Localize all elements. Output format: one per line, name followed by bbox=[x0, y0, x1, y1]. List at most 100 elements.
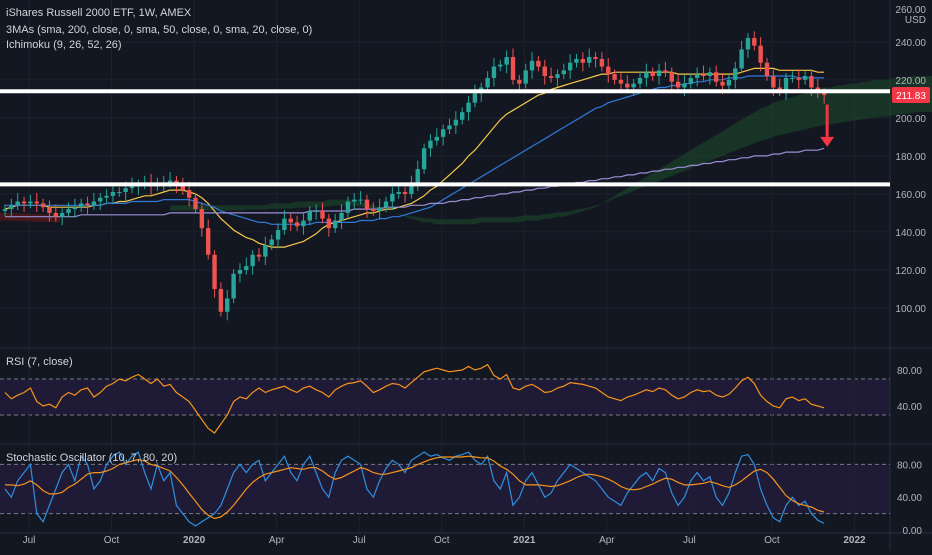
candle-body[interactable] bbox=[688, 77, 693, 84]
candle-body[interactable] bbox=[377, 207, 382, 212]
candle-body[interactable] bbox=[53, 212, 58, 217]
candle-body[interactable] bbox=[326, 218, 332, 229]
candle-body[interactable] bbox=[809, 76, 814, 88]
candle-body[interactable] bbox=[561, 70, 566, 75]
candle-body[interactable] bbox=[434, 136, 439, 141]
candle-body[interactable] bbox=[390, 193, 395, 202]
candle-body[interactable] bbox=[301, 220, 306, 227]
candle-body[interactable] bbox=[485, 77, 490, 88]
candle-body[interactable] bbox=[529, 60, 535, 71]
candle-body[interactable] bbox=[186, 190, 192, 198]
candle-body[interactable] bbox=[764, 62, 770, 77]
candle-body[interactable] bbox=[694, 74, 700, 78]
candle-body[interactable] bbox=[644, 72, 649, 78]
candle-body[interactable] bbox=[548, 76, 554, 78]
candle-body[interactable] bbox=[707, 72, 713, 77]
candle-body[interactable] bbox=[193, 197, 198, 210]
stochastic-pane[interactable] bbox=[4, 451, 825, 527]
candle-body[interactable] bbox=[333, 220, 338, 229]
rsi-pane[interactable] bbox=[4, 363, 825, 434]
candle-body[interactable] bbox=[9, 205, 14, 210]
candle-body[interactable] bbox=[618, 79, 624, 84]
candle-body[interactable] bbox=[460, 112, 465, 120]
candle-body[interactable] bbox=[320, 211, 325, 219]
ichimoku-legend[interactable]: Ichimoku (9, 26, 52, 26) bbox=[6, 39, 122, 51]
candle-body[interactable] bbox=[606, 66, 611, 75]
candle-body[interactable] bbox=[415, 169, 420, 183]
stochastic-d-line[interactable] bbox=[5, 455, 825, 520]
candle-body[interactable] bbox=[675, 81, 681, 88]
candle-body[interactable] bbox=[440, 129, 446, 137]
candle-body[interactable] bbox=[129, 186, 135, 189]
candle-body[interactable] bbox=[733, 68, 738, 80]
candle-body[interactable] bbox=[40, 203, 46, 208]
candle-body[interactable] bbox=[59, 212, 65, 217]
candle-body[interactable] bbox=[85, 203, 90, 206]
candle-body[interactable] bbox=[98, 197, 103, 202]
candle-body[interactable] bbox=[453, 119, 459, 126]
candle-body[interactable] bbox=[345, 201, 351, 213]
candle-body[interactable] bbox=[409, 182, 414, 194]
candle-body[interactable] bbox=[231, 273, 236, 299]
candle-body[interactable] bbox=[244, 266, 249, 270]
candle-body[interactable] bbox=[47, 207, 52, 213]
moving-average-legend[interactable]: 3MAs (sma, 200, close, 0, sma, 50, close… bbox=[6, 24, 313, 36]
candle-body[interactable] bbox=[472, 93, 478, 103]
candle-body[interactable] bbox=[625, 83, 630, 88]
candle-body[interactable] bbox=[669, 72, 674, 82]
candle-body[interactable] bbox=[110, 192, 116, 196]
candle-body[interactable] bbox=[263, 245, 268, 257]
candle-body[interactable] bbox=[66, 209, 71, 213]
candle-body[interactable] bbox=[2, 209, 8, 212]
candle-body[interactable] bbox=[402, 192, 408, 194]
candle-body[interactable] bbox=[726, 79, 732, 86]
candle-body[interactable] bbox=[275, 230, 281, 240]
candle-body[interactable] bbox=[15, 201, 20, 206]
candle-body[interactable] bbox=[574, 58, 579, 63]
candle-body[interactable] bbox=[663, 70, 668, 73]
candle-body[interactable] bbox=[517, 79, 522, 84]
candle-body[interactable] bbox=[117, 192, 122, 194]
candle-body[interactable] bbox=[199, 209, 205, 229]
candle-body[interactable] bbox=[218, 288, 224, 312]
stochastic-legend[interactable]: Stochastic Oscillator (10, 7, 80, 20) bbox=[6, 452, 178, 464]
symbol-legend[interactable]: iShares Russell 2000 ETF, 1W, AMEX bbox=[6, 7, 192, 19]
candle-body[interactable] bbox=[536, 60, 541, 67]
candle-body[interactable] bbox=[91, 201, 97, 206]
annotation-layer[interactable]: 211.83 bbox=[820, 87, 930, 147]
candle-body[interactable] bbox=[720, 81, 725, 86]
candle-body[interactable] bbox=[510, 57, 516, 80]
candle-body[interactable] bbox=[225, 298, 230, 312]
candle-body[interactable] bbox=[307, 211, 312, 221]
candle-body[interactable] bbox=[656, 70, 662, 77]
candle-body[interactable] bbox=[421, 148, 427, 170]
candle-body[interactable] bbox=[34, 201, 39, 204]
candle-body[interactable] bbox=[612, 74, 617, 80]
candle-body[interactable] bbox=[491, 66, 497, 78]
candle-body[interactable] bbox=[466, 102, 471, 113]
candle-body[interactable] bbox=[739, 49, 744, 69]
candle-body[interactable] bbox=[428, 140, 433, 149]
candle-body[interactable] bbox=[523, 70, 528, 84]
candle-body[interactable] bbox=[650, 72, 655, 77]
candle-body[interactable] bbox=[352, 199, 357, 202]
candle-body[interactable] bbox=[758, 45, 763, 63]
candle-body[interactable] bbox=[796, 77, 801, 80]
stochastic-k-line[interactable] bbox=[4, 451, 825, 527]
candle-body[interactable] bbox=[745, 38, 751, 50]
candle-body[interactable] bbox=[714, 72, 719, 82]
candle-body[interactable] bbox=[313, 211, 319, 213]
candle-body[interactable] bbox=[771, 76, 776, 88]
candle-body[interactable] bbox=[682, 83, 687, 88]
candle-body[interactable] bbox=[72, 207, 78, 210]
candle-body[interactable] bbox=[821, 93, 827, 96]
candle-body[interactable] bbox=[637, 77, 643, 84]
candle-body[interactable] bbox=[371, 209, 376, 212]
candle-body[interactable] bbox=[79, 203, 84, 208]
candle-body[interactable] bbox=[802, 76, 808, 80]
down-arrow-head[interactable] bbox=[820, 136, 835, 147]
rsi-legend[interactable]: RSI (7, close) bbox=[6, 356, 73, 368]
candles-layer[interactable] bbox=[2, 31, 827, 321]
